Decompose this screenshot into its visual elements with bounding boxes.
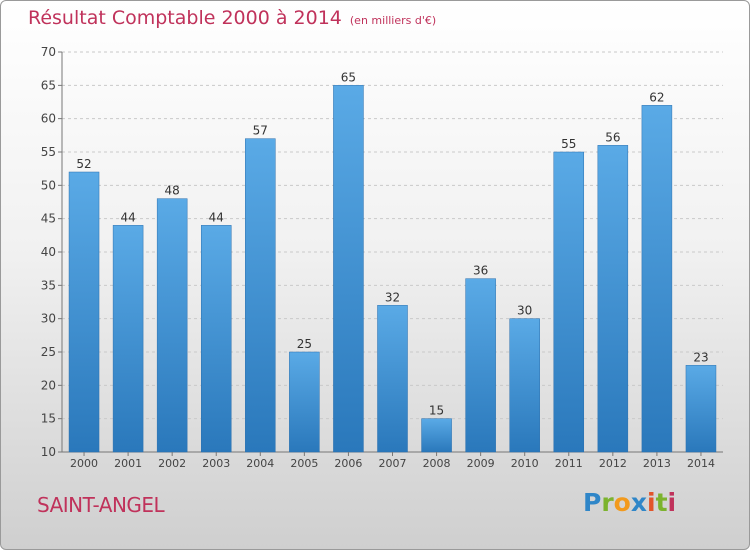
- bar-value-label: 48: [165, 184, 180, 198]
- x-tick-label: 2013: [643, 457, 671, 470]
- bar-value-label: 57: [253, 124, 268, 138]
- chart-subtitle: (en milliers d'€): [349, 14, 437, 27]
- y-tick-label: 45: [41, 212, 56, 226]
- x-tick-label: 2005: [290, 457, 318, 470]
- bar-value-label: 44: [120, 210, 135, 224]
- bar: [509, 318, 540, 453]
- y-tick-label: 10: [41, 445, 56, 459]
- bar: [112, 225, 144, 453]
- y-tick-label: 25: [41, 345, 56, 359]
- y-tick-label: 70: [41, 45, 56, 59]
- chart-title: Résultat Comptable 2000 à 2014: [28, 7, 342, 29]
- bar-value-label: 15: [429, 404, 444, 418]
- bar: [200, 225, 232, 453]
- bar: [597, 145, 629, 453]
- y-tick-label: 20: [41, 378, 56, 392]
- bar: [289, 351, 320, 453]
- y-tick-label: 50: [41, 178, 56, 192]
- proxiti-logo[interactable]: Proxiti: [583, 488, 677, 517]
- bar-value-label: 44: [209, 210, 224, 224]
- x-tick-label: 2008: [423, 457, 451, 470]
- bar: [641, 105, 673, 453]
- x-tick-label: 2011: [555, 457, 583, 470]
- bar: [333, 85, 364, 453]
- y-tick-label: 40: [41, 245, 56, 259]
- x-tick-label: 2000: [70, 457, 98, 470]
- bar-value-label: 23: [693, 350, 708, 364]
- x-tick-label: 2002: [158, 457, 186, 470]
- x-tick-label: 2009: [467, 457, 495, 470]
- y-tick-label: 35: [41, 278, 56, 292]
- x-tick-label: 2014: [687, 457, 715, 470]
- bar: [685, 365, 717, 453]
- bar-value-label: 32: [385, 290, 400, 304]
- y-tick-label: 60: [41, 112, 56, 126]
- bar: [156, 198, 188, 453]
- bar-value-label: 55: [561, 137, 576, 151]
- bar: [245, 138, 276, 453]
- y-tick-label: 30: [41, 312, 56, 326]
- x-tick-label: 2003: [202, 457, 230, 470]
- x-tick-label: 2001: [114, 457, 142, 470]
- x-tick-label: 2004: [246, 457, 274, 470]
- bar: [421, 418, 452, 453]
- bar-value-label: 30: [517, 304, 532, 318]
- bar: [377, 305, 408, 453]
- chart-title-block: Résultat Comptable 2000 à 2014 (en millie…: [28, 7, 436, 29]
- bar-value-label: 52: [76, 157, 91, 171]
- bar: [68, 171, 100, 453]
- commune-name: SAINT-ANGEL: [37, 493, 165, 517]
- bar-value-label: 56: [605, 130, 620, 144]
- x-tick-label: 2007: [379, 457, 407, 470]
- y-tick-label: 15: [41, 412, 56, 426]
- y-tick-label: 55: [41, 145, 56, 159]
- bar-value-label: 62: [649, 90, 664, 104]
- y-tick-label: 65: [41, 78, 56, 92]
- bar: [553, 151, 585, 453]
- x-tick-label: 2012: [599, 457, 627, 470]
- x-tick-label: 2006: [334, 457, 362, 470]
- bar-value-label: 25: [297, 337, 312, 351]
- x-tick-label: 2010: [511, 457, 539, 470]
- bar-value-label: 36: [473, 264, 488, 278]
- bar: [465, 278, 496, 453]
- bar-value-label: 65: [341, 70, 356, 84]
